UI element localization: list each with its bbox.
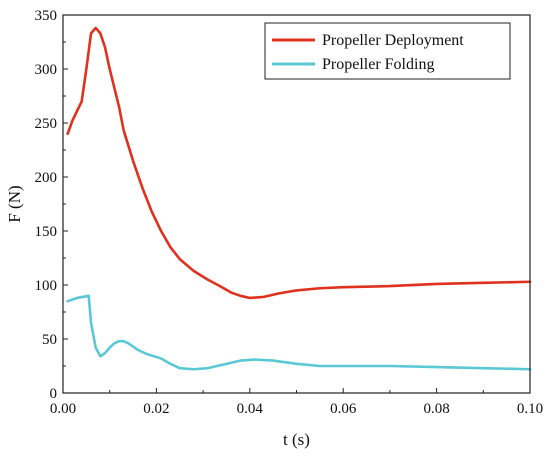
series-line-propeller-deployment: [66, 26, 532, 300]
y-tick-label: 200: [35, 170, 58, 186]
y-axis-ticks: 0 50 100 150 200 250 300 350: [35, 8, 68, 402]
x-tick-label: 0.08: [423, 401, 449, 417]
y-tick-label: 150: [35, 224, 58, 240]
x-tick-label: 0.00: [50, 401, 76, 417]
y-tick-label: 250: [35, 116, 58, 132]
y-tick-label: 300: [35, 62, 58, 78]
y-tick-label: 100: [35, 278, 58, 294]
x-tick-label: 0.02: [143, 401, 169, 417]
y-tick-label: 350: [35, 8, 58, 24]
legend-label-propeller-folding: Propeller Folding: [322, 56, 434, 73]
y-tick-label: 50: [42, 332, 57, 348]
x-tick-label: 0.04: [237, 401, 264, 417]
y-axis-title: F (N): [5, 185, 24, 222]
x-axis-ticks: 0.00 0.02 0.04 0.06 0.08 0.10: [50, 388, 543, 417]
x-tick-label: 0.10: [517, 401, 543, 417]
y-tick-label: 0: [50, 386, 58, 402]
series-line-propeller-folding: [66, 294, 532, 371]
legend: Propeller Deployment Propeller Folding: [264, 22, 511, 80]
legend-box: [264, 22, 511, 80]
x-tick-label: 0.06: [330, 401, 357, 417]
x-axis-title: t (s): [283, 430, 310, 449]
legend-label-propeller-deployment: Propeller Deployment: [322, 32, 464, 49]
chart-marks: [66, 26, 532, 371]
